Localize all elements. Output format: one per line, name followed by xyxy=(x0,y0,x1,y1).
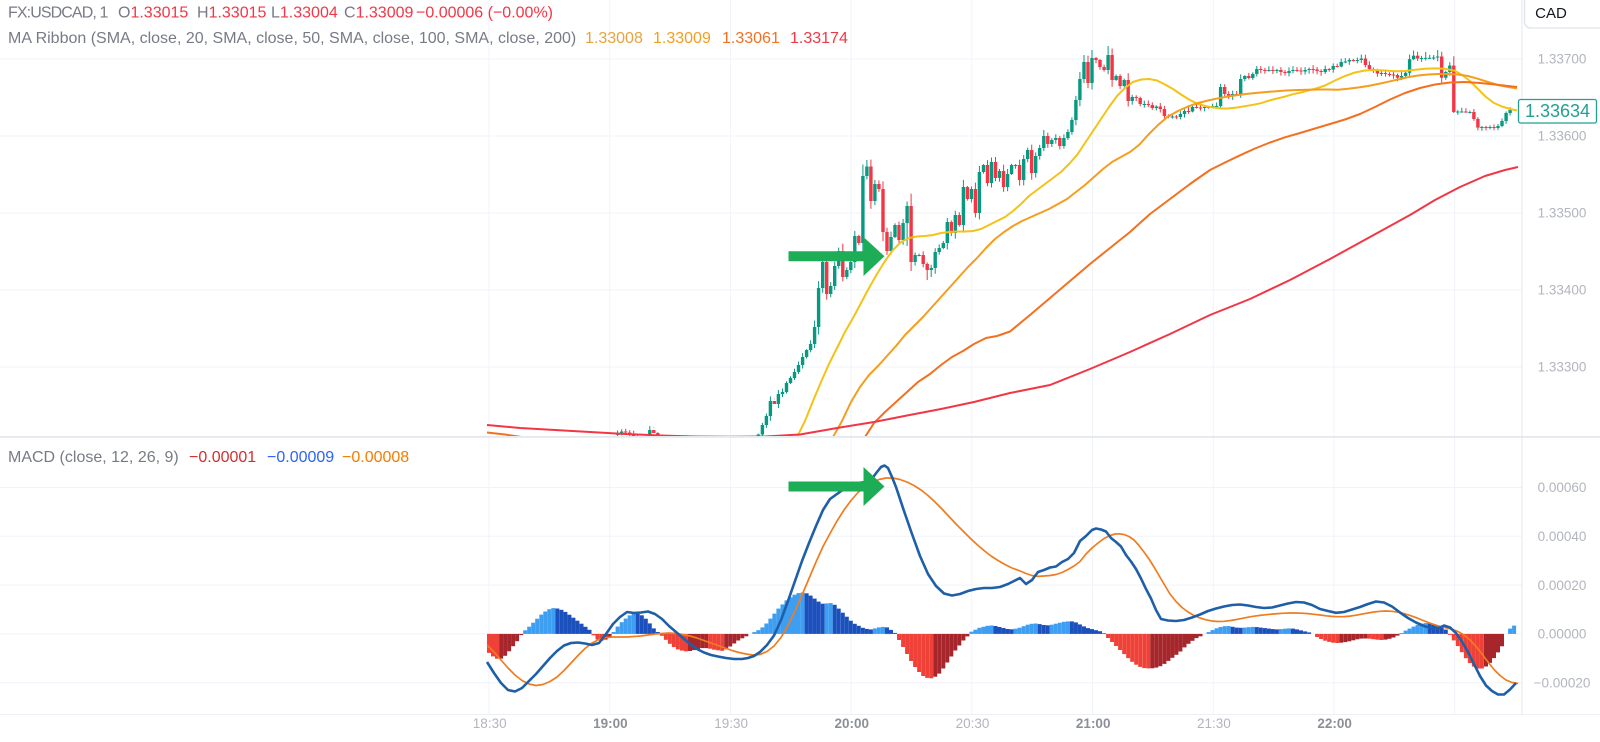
svg-text:1.33634: 1.33634 xyxy=(1525,101,1590,121)
svg-text:19:30: 19:30 xyxy=(714,716,748,731)
svg-text:0.00020: 0.00020 xyxy=(1538,578,1587,593)
svg-text:0.00000: 0.00000 xyxy=(1538,627,1587,642)
svg-text:1.33500: 1.33500 xyxy=(1538,206,1587,221)
svg-text:MACD (close, 12, 26, 9)−0.0000: MACD (close, 12, 26, 9)−0.00001−0.00009−… xyxy=(8,449,409,466)
svg-text:18:30: 18:30 xyxy=(473,716,507,731)
svg-text:1.33300: 1.33300 xyxy=(1538,360,1587,375)
svg-text:0.00040: 0.00040 xyxy=(1538,529,1587,544)
svg-text:1.33400: 1.33400 xyxy=(1538,283,1587,298)
svg-text:−0.00020: −0.00020 xyxy=(1534,675,1591,690)
svg-text:1.33600: 1.33600 xyxy=(1538,129,1587,144)
svg-text:22:00: 22:00 xyxy=(1317,716,1352,731)
svg-text:19:00: 19:00 xyxy=(593,716,628,731)
svg-text:21:30: 21:30 xyxy=(1197,716,1231,731)
svg-text:1.33700: 1.33700 xyxy=(1538,52,1587,67)
svg-text:20:00: 20:00 xyxy=(835,716,870,731)
svg-text:MA Ribbon (SMA, close, 20, SMA: MA Ribbon (SMA, close, 20, SMA, close, 5… xyxy=(8,30,848,47)
svg-text:CAD: CAD xyxy=(1535,5,1567,22)
svg-text:0.00060: 0.00060 xyxy=(1538,480,1587,495)
svg-text:21:00: 21:00 xyxy=(1076,716,1111,731)
svg-text:20:30: 20:30 xyxy=(956,716,990,731)
